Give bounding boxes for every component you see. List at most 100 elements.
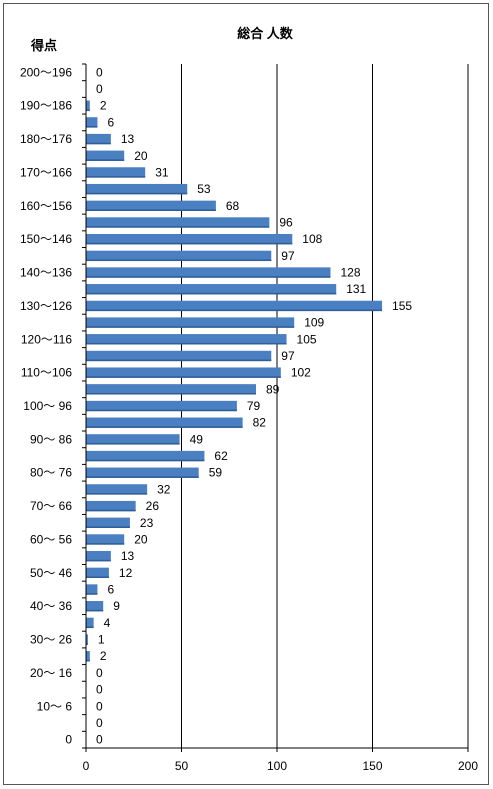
y-tick-label: 190〜186 <box>20 99 72 113</box>
data-label: 59 <box>209 466 223 480</box>
bar-shade <box>86 242 293 245</box>
bar <box>86 133 111 145</box>
data-label: 13 <box>121 549 135 563</box>
axes: 200〜196 190〜186 180〜176 170〜166 160〜156 150〜1… <box>20 63 478 773</box>
bar-shade <box>86 126 98 128</box>
bar <box>86 267 331 278</box>
bar <box>86 217 270 228</box>
bar-shade <box>86 459 205 462</box>
bar-shade <box>86 259 272 262</box>
data-label: 9 <box>113 599 120 613</box>
y-tick-label: 40〜 36 <box>30 599 72 613</box>
bar-shade <box>86 543 125 545</box>
bar-shade <box>86 276 331 278</box>
bar <box>86 350 272 362</box>
bar-shade <box>86 109 90 111</box>
bar <box>86 233 293 245</box>
bar <box>86 284 337 295</box>
bar-shade <box>86 576 109 579</box>
bar <box>86 334 287 345</box>
x-tick-label: 50 <box>175 759 189 773</box>
bar <box>86 317 295 328</box>
bar <box>86 417 243 428</box>
data-label: 96 <box>279 215 293 229</box>
bar <box>86 534 125 545</box>
data-label: 128 <box>340 266 360 280</box>
bar <box>86 550 111 562</box>
bar <box>86 400 237 412</box>
bar <box>86 117 98 128</box>
bar-shade <box>86 209 216 211</box>
bar-shade <box>86 626 94 629</box>
data-label: 102 <box>291 366 311 380</box>
bar-shade <box>86 342 287 345</box>
y-tick-label: 90〜 86 <box>30 432 72 446</box>
y-tick-label: 140〜136 <box>20 266 72 280</box>
y-tick-label: 170〜166 <box>20 165 72 179</box>
bar <box>86 450 205 462</box>
bar <box>86 467 199 478</box>
data-label: 82 <box>253 416 267 430</box>
x-tick-label: 0 <box>83 759 90 773</box>
y-tick-label: 160〜156 <box>20 199 72 213</box>
data-labels: 0026132031536896108971281311551091059710… <box>96 65 412 746</box>
data-label: 0 <box>96 683 103 697</box>
bar-shade <box>86 359 272 362</box>
bar-shade <box>86 226 270 228</box>
data-label: 6 <box>107 115 114 129</box>
y-tick-label: 60〜 56 <box>30 532 72 546</box>
data-label: 79 <box>247 399 261 413</box>
bar-shade <box>86 509 136 512</box>
bar <box>86 601 104 612</box>
data-label: 0 <box>96 82 103 96</box>
bar <box>86 384 256 395</box>
y-tick-label: 100〜 96 <box>23 399 72 413</box>
y-tick-label: 80〜 76 <box>30 466 72 480</box>
bar <box>86 167 146 178</box>
bar-shade <box>86 159 125 161</box>
bar <box>86 617 94 629</box>
y-tick-label: 110〜106 <box>21 366 72 380</box>
bar-shade <box>86 643 88 645</box>
data-label: 155 <box>392 299 412 313</box>
data-label: 53 <box>197 182 211 196</box>
data-label: 31 <box>155 165 169 179</box>
data-label: 105 <box>297 332 317 346</box>
data-label: 6 <box>107 583 114 597</box>
bar-shade <box>86 176 146 178</box>
bar-shade <box>86 409 237 412</box>
data-label: 89 <box>266 382 280 396</box>
data-label: 49 <box>190 432 204 446</box>
data-label: 20 <box>134 532 148 546</box>
data-label: 97 <box>281 249 295 263</box>
y-tick-label: 10〜 6 <box>37 699 73 713</box>
data-label: 97 <box>281 349 295 363</box>
bar-shade <box>86 326 295 328</box>
data-label: 12 <box>119 566 133 580</box>
data-label: 0 <box>96 699 103 713</box>
data-label: 109 <box>304 316 324 330</box>
bar-shade <box>86 559 111 562</box>
bar-shade <box>86 309 383 312</box>
bar <box>86 367 281 378</box>
bar-shade <box>86 593 98 595</box>
data-label: 108 <box>302 232 322 246</box>
data-label: 0 <box>96 733 103 747</box>
bar <box>86 300 383 312</box>
bar-shade <box>86 659 90 662</box>
data-label: 2 <box>100 649 107 663</box>
y-tick-label: 150〜146 <box>20 232 72 246</box>
bar-shade <box>86 376 281 378</box>
data-label: 26 <box>146 499 160 513</box>
bar <box>86 567 109 579</box>
data-label: 2 <box>100 99 107 113</box>
bar <box>86 651 90 662</box>
data-label: 4 <box>104 616 111 630</box>
x-tick-label: 200 <box>458 759 478 773</box>
data-label: 68 <box>226 199 240 213</box>
data-label: 0 <box>96 65 103 79</box>
y-tick-label: 120〜116 <box>21 332 72 346</box>
bar <box>86 500 136 512</box>
y-tick-label: 50〜 46 <box>30 566 72 580</box>
